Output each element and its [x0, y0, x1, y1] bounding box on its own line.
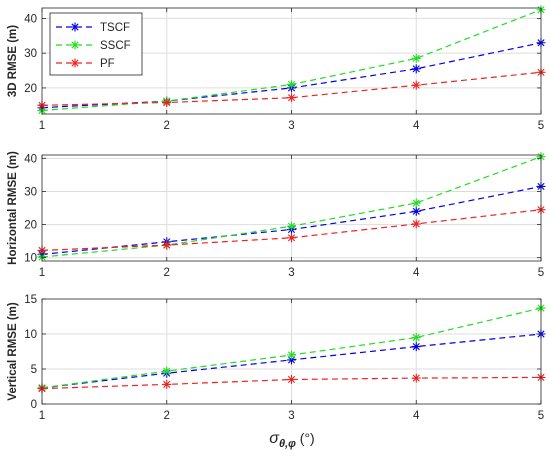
x-tick-label: 4 [413, 267, 420, 279]
x-axis-label: σθ,φ (°) [269, 430, 314, 450]
x-tick-label: 3 [288, 410, 294, 422]
y-tick-label: 30 [24, 48, 37, 60]
data-point-pf [162, 379, 172, 389]
subplot-1: 1 2 3 4 5 20 30 40 3D RMSE (m) TSCF SSCF PF [7, 5, 546, 132]
data-point-sscf [411, 333, 421, 342]
y-axis-label: Vertical RMSE (m) [7, 302, 19, 401]
data-point-sscf [287, 350, 296, 360]
legend-marker-tscf [70, 22, 80, 32]
data-point-tscf [411, 342, 421, 352]
data-point-sscf [411, 53, 421, 63]
data-point-sscf [162, 366, 172, 376]
legend-label-pf: PF [100, 58, 115, 70]
y-tick-label: 20 [24, 220, 37, 232]
x-tick-label: 1 [39, 267, 45, 279]
legend-label-sscf: SSCF [100, 40, 131, 52]
subplot-3: 1 2 3 4 5 0 5 10 15 Vertical RMSE (m) [7, 294, 546, 422]
data-point-pf [287, 375, 296, 384]
x-tick-label: 5 [538, 410, 544, 422]
legend-marker-pf [70, 58, 80, 68]
x-tick-label: 5 [538, 267, 544, 279]
y-tick-label: 5 [31, 364, 37, 376]
series-line-pf [41, 209, 542, 251]
y-tick-label: 15 [24, 294, 37, 306]
data-point-sscf [411, 198, 421, 208]
y-tick-label: 30 [24, 186, 37, 198]
legend-marker-sscf [70, 40, 80, 50]
x-tick-label: 4 [413, 410, 420, 422]
y-tick-label: 0 [31, 399, 37, 411]
x-tick-label: 1 [39, 120, 45, 132]
data-point-pf [287, 93, 296, 103]
y-axis-label: Horizontal RMSE (m) [7, 151, 19, 265]
data-point-tscf [287, 355, 296, 365]
data-point-pf [411, 373, 421, 383]
data-point-pf [162, 98, 172, 108]
subplot-2: 1 2 3 4 5 10 20 30 40 Horizontal RMSE (m) [7, 151, 546, 279]
data-point-tscf [411, 206, 421, 216]
legend-box [49, 12, 143, 76]
y-axis-label: 3D RMSE (m) [7, 25, 19, 97]
legend: TSCF SSCF PF [49, 12, 143, 76]
y-tick-label: 20 [24, 83, 37, 95]
series-line-pf [41, 71, 542, 106]
data-point-sscf [287, 221, 296, 231]
x-tick-label: 3 [288, 267, 294, 279]
data-point-pf [411, 80, 421, 90]
x-tick-label: 1 [39, 410, 45, 422]
y-tick-label: 10 [24, 329, 37, 341]
x-tick-label: 3 [288, 120, 294, 132]
data-point-sscf [287, 79, 296, 89]
y-tick-label: 40 [24, 153, 37, 165]
series-line-pf [41, 376, 542, 390]
data-point-pf [287, 233, 296, 243]
data-point-pf [162, 240, 172, 250]
x-tick-label: 2 [164, 120, 170, 132]
data-point-tscf [411, 64, 421, 74]
x-tick-label: 2 [164, 267, 170, 279]
x-tick-label: 4 [413, 120, 420, 132]
x-tick-label: 5 [538, 120, 544, 132]
y-tick-label: 40 [24, 13, 37, 25]
x-tick-label: 2 [164, 410, 170, 422]
y-tick-label: 10 [24, 253, 37, 265]
data-point-pf [411, 219, 421, 229]
legend-label-tscf: TSCF [100, 22, 130, 34]
